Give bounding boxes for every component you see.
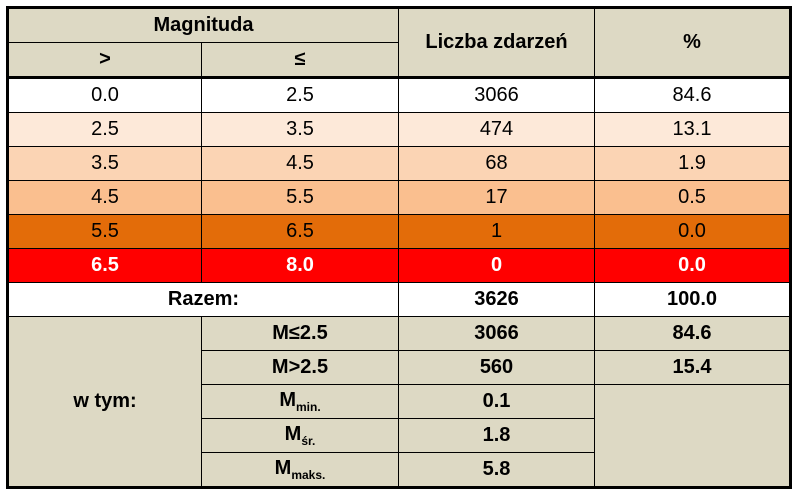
data-cell: 3066	[398, 77, 595, 113]
data-cell: 84.6	[594, 77, 791, 113]
total-label: Razem:	[7, 282, 399, 317]
data-cell: 474	[398, 112, 595, 147]
stat-value: 1.8	[398, 418, 595, 453]
data-row: 5.5 6.5 1 0.0	[7, 214, 791, 249]
stat-label: Mśr.	[201, 418, 399, 453]
data-cell: 0.0	[594, 214, 791, 249]
data-cell: 8.0	[201, 248, 399, 283]
data-cell: 4.5	[7, 180, 202, 215]
data-rows: 0.0 2.5 3066 84.6 2.5 3.5 474 13.1 3.5 4.5 68 1.9 4.…	[7, 77, 791, 283]
breakdown-cell: 15.4	[594, 350, 791, 385]
data-cell: 5.5	[201, 180, 399, 215]
data-cell: 68	[398, 146, 595, 181]
data-cell: 0.0	[594, 248, 791, 283]
stat-sub: min.	[296, 400, 321, 414]
data-row: 2.5 3.5 474 13.1	[7, 112, 791, 147]
empty-cell	[594, 384, 791, 488]
data-cell: 2.5	[201, 77, 399, 113]
total-cell: 3626	[398, 282, 595, 317]
breakdown-cell: M>2.5	[201, 350, 399, 385]
data-cell: 17	[398, 180, 595, 215]
header-cell: ≤	[201, 42, 399, 79]
data-cell: 1.9	[594, 146, 791, 181]
data-cell: 1	[398, 214, 595, 249]
breakdown-cell: 84.6	[594, 316, 791, 351]
data-row: 4.5 5.5 17 0.5	[7, 180, 791, 215]
header-cell: %	[594, 7, 791, 79]
stat-label: Mmin.	[201, 384, 399, 419]
stat-symbol: M	[279, 389, 296, 411]
stat-symbol: M	[284, 423, 302, 445]
header-cell: Liczba zdarzeń	[398, 7, 595, 79]
breakdown-label: w tym:	[7, 316, 202, 488]
breakdown-cell: M≤2.5	[201, 316, 399, 351]
data-cell: 3.5	[201, 112, 399, 147]
data-cell: 2.5	[7, 112, 202, 147]
stat-value: 0.1	[398, 384, 595, 419]
data-row: 6.5 8.0 0 0.0	[7, 248, 791, 283]
breakdown-cell: 560	[398, 350, 595, 385]
stat-sub: śr.	[301, 434, 316, 448]
data-row: 0.0 2.5 3066 84.6	[7, 77, 791, 113]
data-cell: 3.5	[7, 146, 202, 181]
header-cell: >	[7, 42, 202, 79]
breakdown-cell: 3066	[398, 316, 595, 351]
magnitude-table: Magnituda Liczba zdarzeń % > ≤ 0.0 2.5 306…	[6, 6, 792, 489]
data-cell: 0.5	[594, 180, 791, 215]
data-cell: 6.5	[201, 214, 399, 249]
header-cell: Magnituda	[7, 7, 399, 43]
data-row: 3.5 4.5 68 1.9	[7, 146, 791, 181]
stat-sub: maks.	[291, 468, 326, 482]
data-cell: 0.0	[7, 77, 202, 113]
total-cell: 100.0	[594, 282, 791, 317]
data-cell: 5.5	[7, 214, 202, 249]
data-cell: 0	[398, 248, 595, 283]
stat-symbol: M	[274, 457, 292, 479]
stat-label: Mmaks.	[201, 452, 399, 488]
data-cell: 6.5	[7, 248, 202, 283]
stat-value: 5.8	[398, 452, 595, 488]
data-cell: 13.1	[594, 112, 791, 147]
data-cell: 4.5	[201, 146, 399, 181]
